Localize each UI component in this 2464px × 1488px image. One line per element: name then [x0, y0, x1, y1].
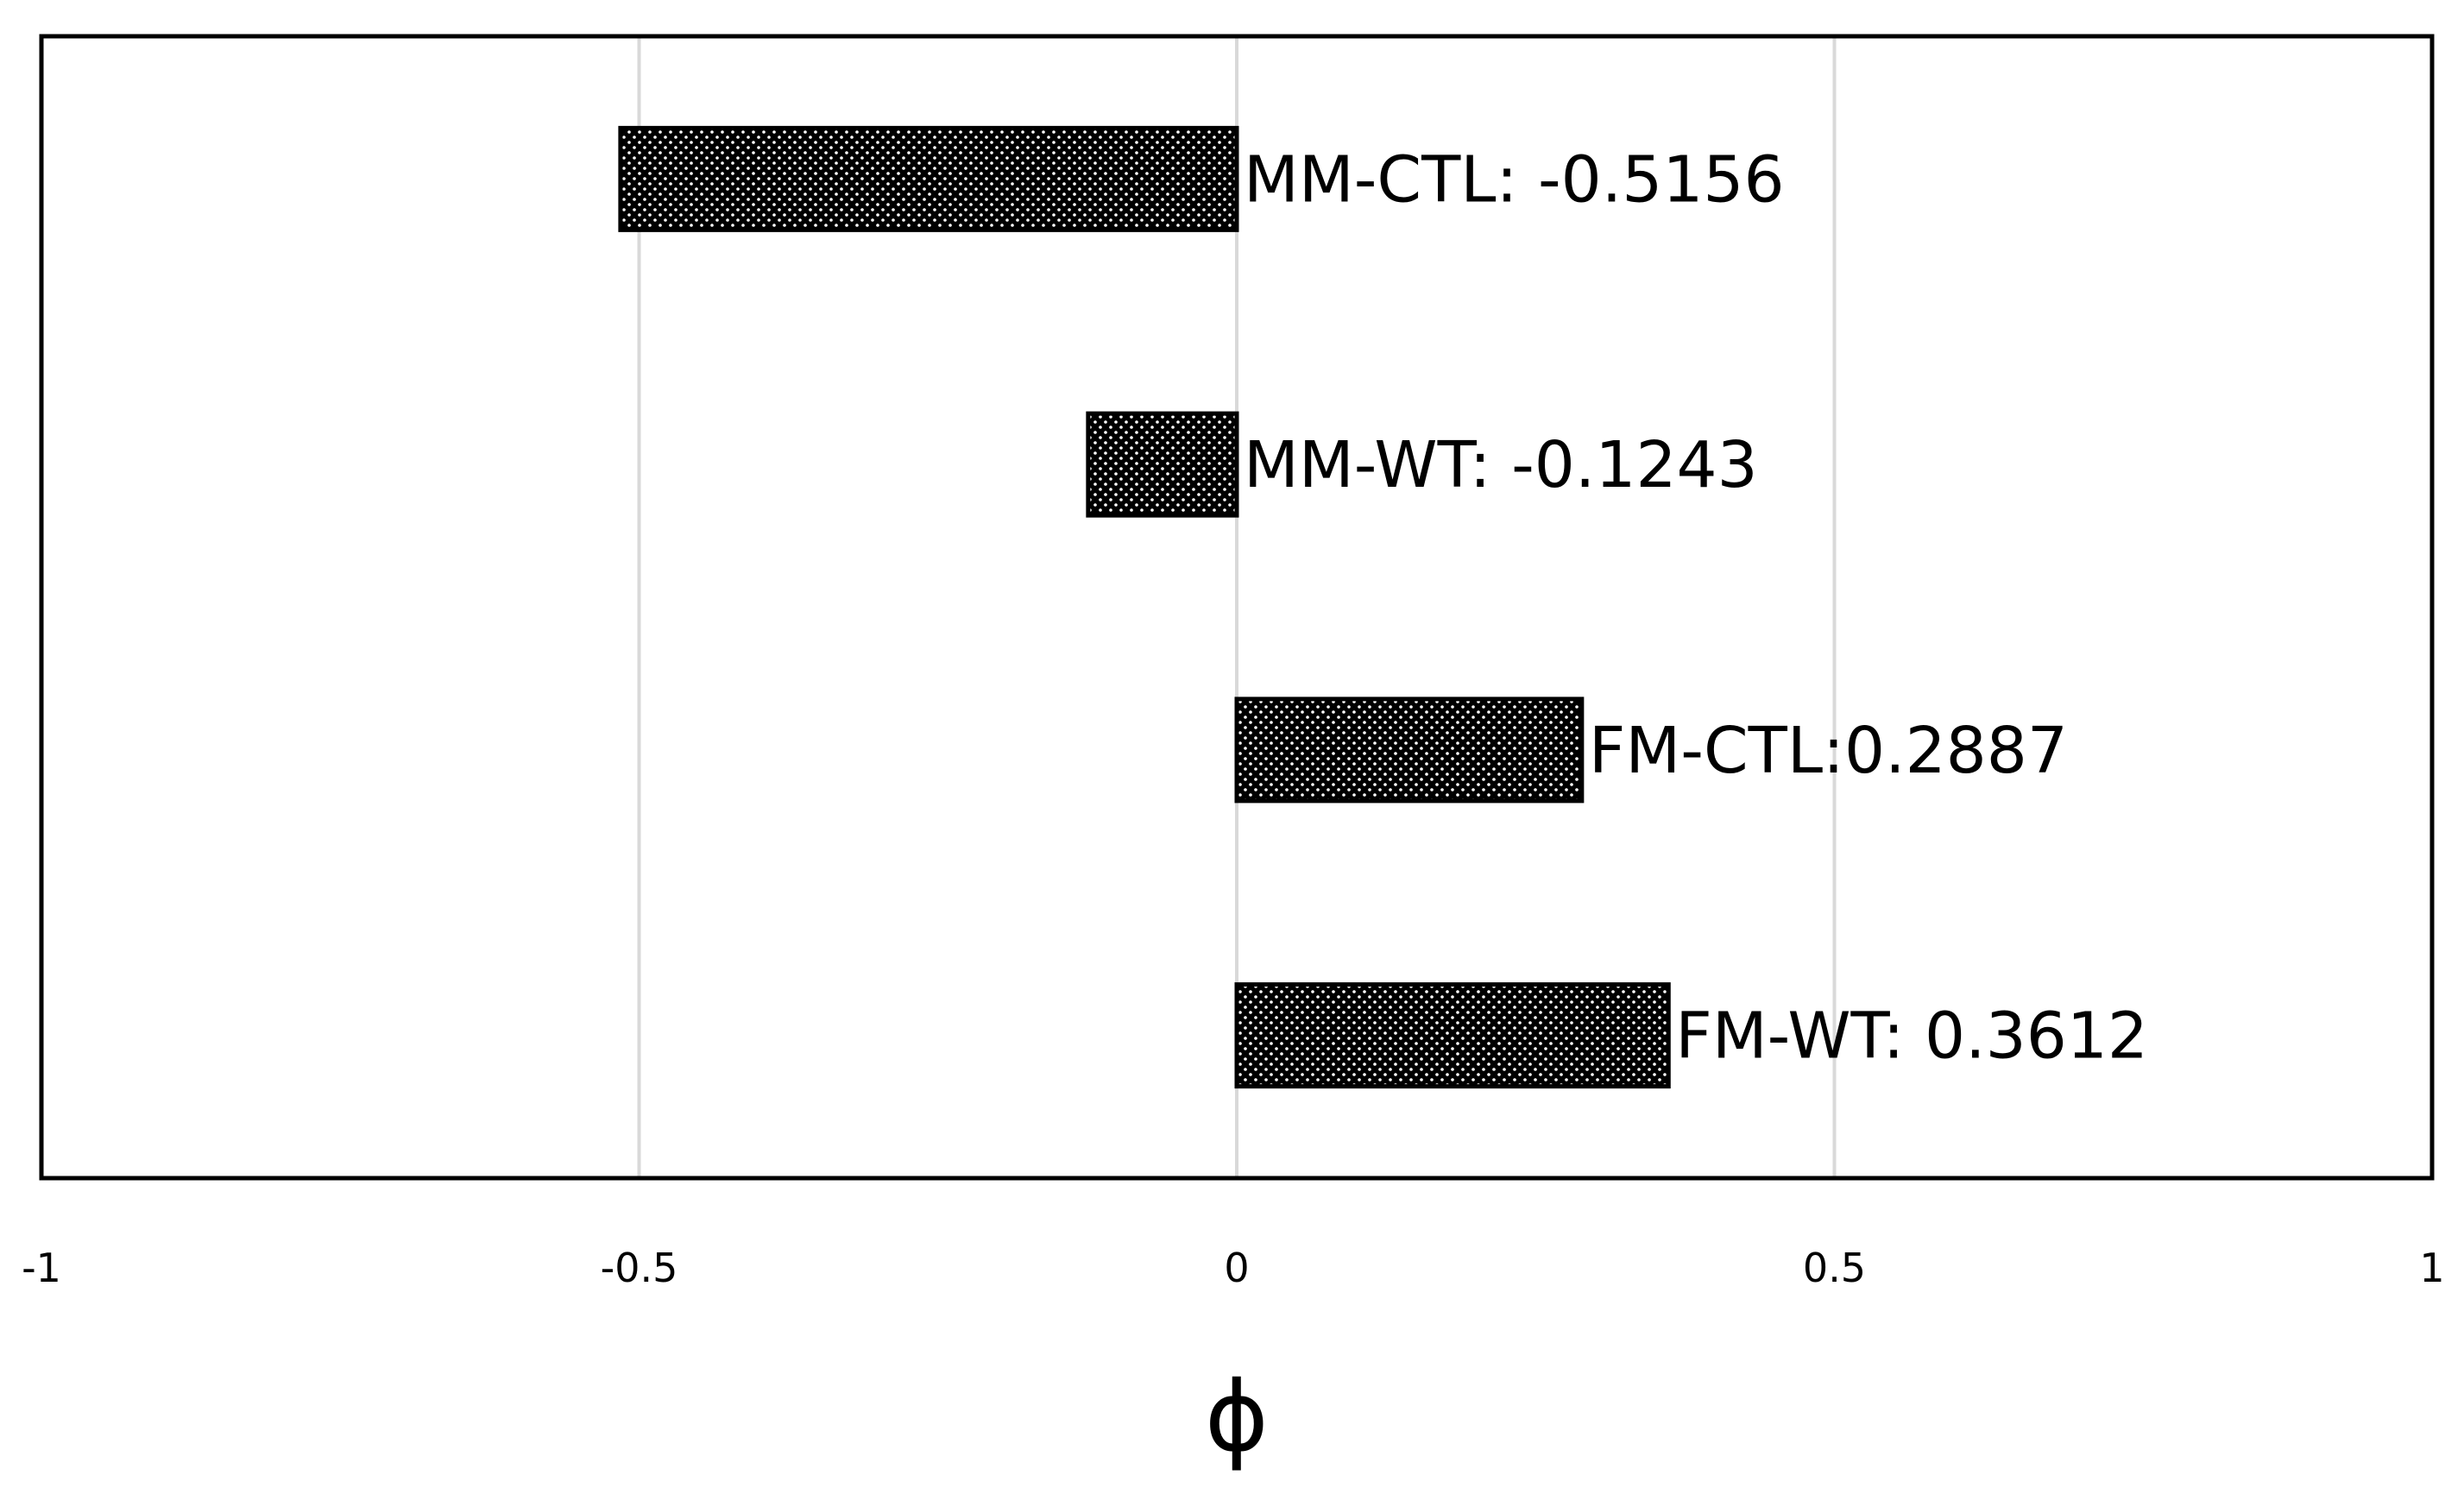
plot-frame [39, 34, 2435, 1181]
x-tick-labels: -1 -0.5 0 0.5 1 [22, 1245, 2445, 1291]
bars [618, 125, 1671, 1089]
data-label-fm-ctl: FM-CTL:0.2887 [1589, 714, 2068, 788]
data-label-mm-wt: MM-WT: -0.1243 [1244, 428, 1758, 502]
x-tick-label: 1 [2419, 1245, 2444, 1291]
x-tick-label: -1 [22, 1245, 61, 1291]
x-tick-label: -0.5 [601, 1245, 678, 1291]
x-tick-label: 0.5 [1803, 1245, 1866, 1291]
x-axis-label: ϕ [1205, 1361, 1269, 1473]
data-labels: MM-CTL: -0.5156 MM-WT: -0.1243 FM-CTL:0.28… [1244, 142, 2148, 1073]
data-label-mm-ctl: MM-CTL: -0.5156 [1244, 142, 1785, 217]
bar-fm-ctl [1234, 697, 1585, 804]
bar-mm-wt [1086, 411, 1239, 518]
bar-mm-ctl [618, 125, 1239, 232]
bar-fm-wt [1234, 982, 1671, 1089]
data-label-fm-wt: FM-WT: 0.3612 [1675, 999, 2148, 1074]
x-tick-label: 0 [1224, 1245, 1249, 1291]
